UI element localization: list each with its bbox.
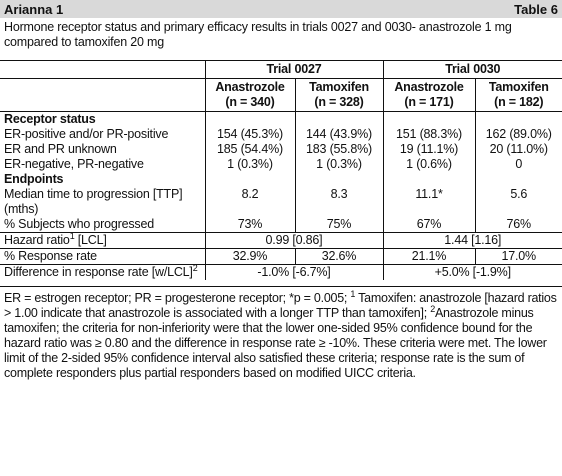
cell: 17.0% (474, 248, 562, 265)
data-row: Hazard ratio1 [LCL] 0.99 [0.86] 1.44 [1.16… (0, 230, 562, 249)
blank (474, 111, 562, 127)
blank (204, 111, 295, 127)
superscript: 2 (430, 303, 435, 314)
text: Difference in response rate [w/LCL] (4, 265, 193, 279)
cell: 8.2 (204, 187, 295, 217)
blank (294, 111, 383, 127)
table-head: Trial 0027 Trial 0030 Anastrozole (n = 340)… (0, 60, 562, 112)
column-header: Anastrozole (n = 340) (204, 78, 295, 112)
blank (0, 60, 205, 79)
text: ER and PR unknown (4, 142, 117, 156)
text: ER = estrogen receptor; PR = progesteron… (4, 291, 351, 305)
cell: 183 (55.8%) (294, 142, 383, 157)
blank (294, 172, 383, 187)
table-body: Receptor status ER-positive and/or PR-pos… (0, 111, 562, 280)
cell: 32.9% (204, 248, 295, 265)
column-n: (n = 171) (404, 95, 454, 109)
cell: 162 (89.0%) (474, 127, 562, 142)
superscript: 2 (192, 262, 198, 273)
cell: 21.1% (382, 248, 475, 265)
table-label: Table 6 (514, 1, 558, 17)
column-name: Tamoxifen (488, 80, 549, 94)
row-label: ER-negative, PR-negative (0, 157, 205, 172)
results-table: Trial 0027 Trial 0030 Anastrozole (n = 340)… (0, 60, 562, 280)
blank (474, 172, 562, 187)
column-n: (n = 182) (494, 95, 544, 109)
blank (382, 172, 475, 187)
text: ER-negative, PR-negative (4, 157, 144, 171)
section-row: Receptor status (0, 111, 562, 127)
row-label: Difference in response rate [w/LCL]2 (0, 262, 205, 280)
caption: Hormone receptor status and primary effi… (4, 20, 512, 49)
blank (0, 78, 205, 112)
column-header: Tamoxifen (n = 328) (294, 78, 383, 112)
column-header: Tamoxifen (n = 182) (474, 78, 562, 112)
text: Anastrozole minus tamoxifen; the criteri… (4, 306, 547, 380)
cell: 1 (0.3%) (294, 157, 383, 172)
cell: 19 (11.1%) (382, 142, 475, 157)
data-row: % Subjects who progressed 73% 75% 67% 76% (0, 217, 562, 233)
cell: 67% (382, 217, 475, 233)
text: % Response rate (4, 249, 97, 263)
cell: 32.6% (294, 248, 383, 265)
superscript: 1 (350, 288, 356, 299)
column-row: Anastrozole (n = 340) Tamoxifen (n = 328) An… (0, 78, 562, 112)
cell: 11.1* (382, 187, 475, 217)
column-header: Anastrozole (n = 171) (382, 78, 475, 112)
cell: 75% (294, 217, 383, 233)
section-label: Receptor status (4, 112, 96, 126)
cell: 5.6 (474, 187, 562, 217)
cell: 8.3 (294, 187, 383, 217)
section-label: Endpoints (4, 172, 64, 186)
text: % Subjects who progressed (4, 217, 154, 231)
text: ER-positive and/or PR-positive (4, 127, 169, 141)
cell: 1 (0.6%) (382, 157, 475, 172)
title-bar: Arianna 1 Table 6 (0, 0, 562, 18)
row-label: ER-positive and/or PR-positive (0, 127, 205, 142)
cell: 154 (45.3%) (204, 127, 295, 142)
row-label: % Response rate (0, 248, 205, 265)
blank (382, 111, 475, 127)
cell: 185 (54.4%) (204, 142, 295, 157)
cell: 144 (43.9%) (294, 127, 383, 142)
cell: 0 (474, 157, 562, 172)
row-label: % Subjects who progressed (0, 217, 205, 233)
cell: 151 (88.3%) (382, 127, 475, 142)
section-row: Endpoints (0, 172, 562, 187)
data-row: Median time to progression [TTP] (mths) 8… (0, 187, 562, 217)
cell: -1.0% [-6.7%] (204, 264, 383, 280)
data-row: Difference in response rate [w/LCL]2 -1.0… (0, 262, 562, 280)
cell: 76% (474, 217, 562, 233)
text: Median time to progression [TTP] (mths) (4, 187, 183, 216)
cell: 1.44 [1.16] (382, 232, 562, 249)
blank (204, 172, 295, 187)
column-name: Anastrozole (394, 80, 464, 94)
text: Tamoxifen: anastrozole [hazard ratios > … (4, 291, 557, 320)
group-row: Trial 0027 Trial 0030 (0, 60, 562, 79)
cell: +5.0% [-1.9%] (382, 264, 562, 280)
column-n: (n = 340) (225, 95, 275, 109)
row-label: Hazard ratio1 [LCL] (0, 230, 205, 249)
cell: 1 (0.3%) (204, 157, 295, 172)
group-header: Trial 0027 (204, 60, 383, 79)
row-label: Median time to progression [TTP] (mths) (0, 187, 205, 217)
data-row: ER-negative, PR-negative 1 (0.3%) 1 (0.3%)… (0, 157, 562, 172)
column-name: Tamoxifen (309, 80, 369, 94)
title: Arianna 1 (4, 1, 64, 17)
cell: 73% (204, 217, 295, 233)
group-header: Trial 0030 (382, 60, 562, 79)
cell: 0.99 [0.86] (204, 232, 383, 249)
text: Hazard ratio (4, 233, 70, 247)
data-row: ER-positive and/or PR-positive 154 (45.3%… (0, 127, 562, 142)
text: [LCL] (74, 233, 107, 247)
row-label: ER and PR unknown (0, 142, 205, 157)
data-row: ER and PR unknown 185 (54.4%) 183 (55.8%) 1… (0, 142, 562, 157)
cell: 20 (11.0%) (474, 142, 562, 157)
column-name: Anastrozole (215, 80, 285, 94)
data-row: % Response rate 32.9% 32.6% 21.1% 17.0% (0, 248, 562, 265)
superscript: 1 (69, 230, 75, 241)
column-n: (n = 328) (314, 95, 364, 109)
footnote: ER = estrogen receptor; PR = progesteron… (0, 286, 562, 381)
